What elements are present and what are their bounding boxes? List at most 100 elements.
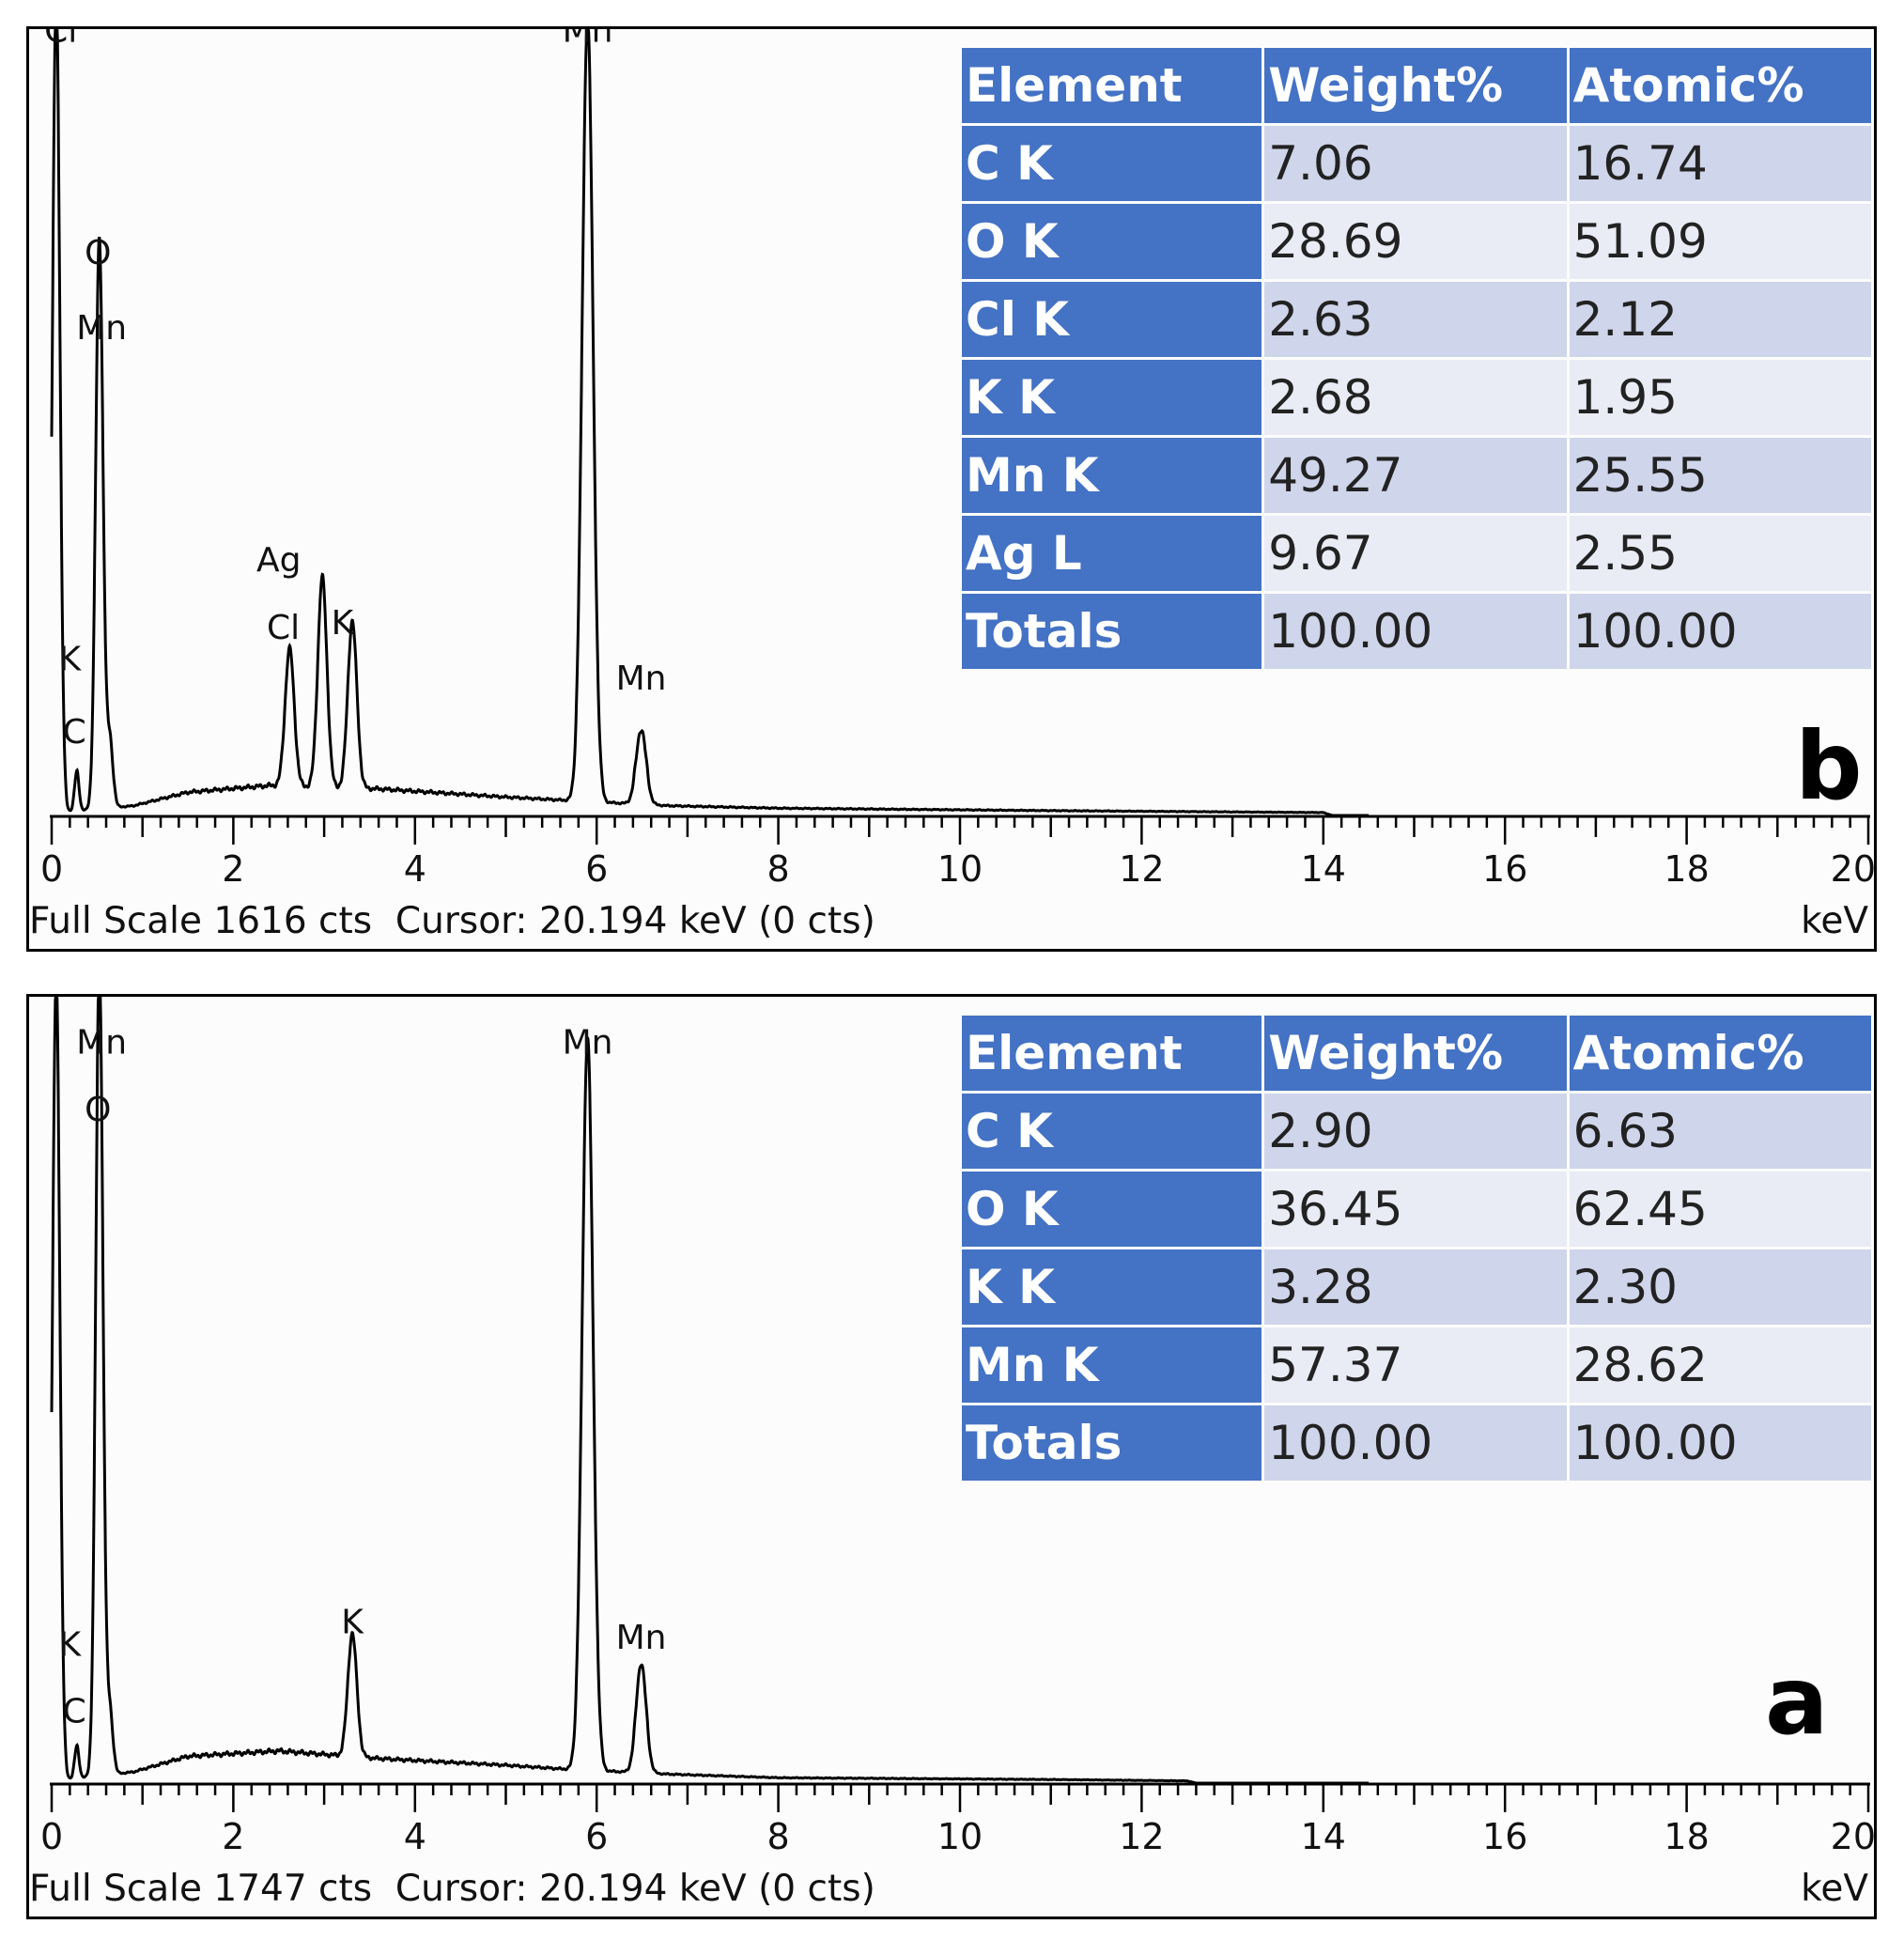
eds-spectrum-panel-a: 0 2 4 6 8 10 12 14 16 18 20 Mn O K C K Mn Mn Element Weig… bbox=[26, 994, 1877, 1919]
table-header-row: Element Weight% Atomic% bbox=[962, 1016, 1871, 1091]
x-tick-label: 0 bbox=[40, 848, 63, 890]
element-cell: C K bbox=[962, 1094, 1262, 1169]
table-row: Mn K 49.27 25.55 bbox=[962, 438, 1871, 513]
x-tick-label: 10 bbox=[937, 1816, 983, 1857]
table-row: Totals 100.00 100.00 bbox=[962, 594, 1871, 669]
atomic-percent-cell: 2.30 bbox=[1569, 1249, 1871, 1325]
element-cell: O K bbox=[962, 1172, 1262, 1247]
x-tick-label: 2 bbox=[222, 1816, 244, 1857]
element-cell: Mn K bbox=[962, 1327, 1262, 1403]
weight-percent-cell: 57.37 bbox=[1264, 1327, 1567, 1403]
atomic-percent-cell: 25.55 bbox=[1569, 438, 1871, 513]
x-tick-label: 18 bbox=[1664, 1816, 1709, 1857]
status-readout-a: Full Scale 1747 cts Cursor: 20.194 keV (… bbox=[29, 1866, 875, 1913]
x-tick-label: 14 bbox=[1301, 848, 1346, 890]
peak-label: C bbox=[63, 713, 86, 752]
table-row: Totals 100.00 100.00 bbox=[962, 1405, 1871, 1481]
table-row: O K 28.69 51.09 bbox=[962, 204, 1871, 279]
x-tick-label: 6 bbox=[585, 848, 608, 890]
table-row: C K 7.06 16.74 bbox=[962, 126, 1871, 201]
x-tick-label: 6 bbox=[585, 1816, 608, 1857]
column-header-element: Element bbox=[962, 48, 1262, 123]
weight-percent-cell: 2.68 bbox=[1264, 360, 1567, 435]
eds-spectrum-panel-b: 0 2 4 6 8 10 12 14 16 18 20 Cl O Mn K C Ag Cl K Mn Mn Elemen… bbox=[26, 26, 1877, 952]
composition-table-a: Element Weight% Atomic% C K 2.90 6.63 O K 36… bbox=[959, 1013, 1874, 1483]
atomic-percent-cell: 51.09 bbox=[1569, 204, 1871, 279]
x-tick-label: 4 bbox=[404, 848, 426, 890]
table-row: Cl K 2.63 2.12 bbox=[962, 282, 1871, 357]
peak-label: Cl bbox=[267, 609, 300, 647]
element-cell: Totals bbox=[962, 1405, 1262, 1481]
full-scale-readout: Full Scale 1616 cts bbox=[29, 900, 373, 942]
element-cell: Cl K bbox=[962, 282, 1262, 357]
x-tick-label: 2 bbox=[222, 848, 244, 890]
atomic-percent-cell: 2.55 bbox=[1569, 516, 1871, 591]
x-tick-label: 20 bbox=[1831, 1816, 1874, 1857]
x-tick-label: 16 bbox=[1482, 1816, 1527, 1857]
status-readout-b: Full Scale 1616 cts Cursor: 20.194 keV (… bbox=[29, 898, 875, 945]
element-cell: Ag L bbox=[962, 516, 1262, 591]
peak-label: Cl bbox=[44, 29, 77, 50]
element-cell: Mn K bbox=[962, 438, 1262, 513]
element-cell: K K bbox=[962, 360, 1262, 435]
full-scale-readout: Full Scale 1747 cts bbox=[29, 1868, 373, 1910]
atomic-percent-cell: 6.63 bbox=[1569, 1094, 1871, 1169]
table-row: C K 2.90 6.63 bbox=[962, 1094, 1871, 1169]
atomic-percent-cell: 16.74 bbox=[1569, 126, 1871, 201]
peak-label: Mn bbox=[616, 660, 667, 698]
peak-label: Mn bbox=[76, 1024, 127, 1063]
atomic-percent-cell: 1.95 bbox=[1569, 360, 1871, 435]
x-tick-label: 0 bbox=[40, 1816, 63, 1857]
x-tick-label: 8 bbox=[767, 848, 790, 890]
peak-label: Ag bbox=[256, 541, 301, 580]
weight-percent-cell: 100.00 bbox=[1264, 594, 1567, 669]
table-header-row: Element Weight% Atomic% bbox=[962, 48, 1871, 123]
atomic-percent-cell: 2.12 bbox=[1569, 282, 1871, 357]
weight-percent-cell: 9.67 bbox=[1264, 516, 1567, 591]
x-tick-label: 16 bbox=[1482, 848, 1527, 890]
x-tick-label: 20 bbox=[1831, 848, 1874, 890]
column-header-atomic: Atomic% bbox=[1569, 1016, 1871, 1091]
table-row: K K 2.68 1.95 bbox=[962, 360, 1871, 435]
column-header-weight: Weight% bbox=[1264, 48, 1567, 123]
peak-label: Mn bbox=[616, 1619, 667, 1657]
weight-percent-cell: 2.63 bbox=[1264, 282, 1567, 357]
x-axis-unit-label: keV bbox=[1801, 1868, 1868, 1910]
element-cell: Totals bbox=[962, 594, 1262, 669]
peak-label: Mn bbox=[76, 309, 127, 348]
peak-label: K bbox=[59, 1625, 83, 1664]
peak-label: C bbox=[63, 1693, 86, 1731]
x-tick-label: 8 bbox=[767, 1816, 790, 1857]
panel-label-b: b bbox=[1795, 711, 1863, 821]
x-tick-label: 12 bbox=[1119, 848, 1164, 890]
x-tick-label: 18 bbox=[1664, 848, 1709, 890]
x-axis-unit-label: keV bbox=[1801, 900, 1868, 942]
weight-percent-cell: 2.90 bbox=[1264, 1094, 1567, 1169]
peak-label: O bbox=[85, 1091, 111, 1129]
table-row: Mn K 57.37 28.62 bbox=[962, 1327, 1871, 1403]
cursor-readout: Cursor: 20.194 keV (0 cts) bbox=[395, 1868, 875, 1910]
table-row: Ag L 9.67 2.55 bbox=[962, 516, 1871, 591]
atomic-percent-cell: 62.45 bbox=[1569, 1172, 1871, 1247]
panel-label-a: a bbox=[1765, 1646, 1829, 1756]
x-tick-label: 12 bbox=[1119, 1816, 1164, 1857]
weight-percent-cell: 100.00 bbox=[1264, 1405, 1567, 1481]
x-tick-label: 14 bbox=[1301, 1816, 1346, 1857]
x-tick-label: 10 bbox=[937, 848, 983, 890]
element-cell: O K bbox=[962, 204, 1262, 279]
spectrum-trace bbox=[50, 29, 1370, 817]
column-header-weight: Weight% bbox=[1264, 1016, 1567, 1091]
weight-percent-cell: 28.69 bbox=[1264, 204, 1567, 279]
weight-percent-cell: 49.27 bbox=[1264, 438, 1567, 513]
peak-label: Mn bbox=[563, 1024, 613, 1063]
element-cell: K K bbox=[962, 1249, 1262, 1325]
atomic-percent-cell: 28.62 bbox=[1569, 1327, 1871, 1403]
peak-label: Mn bbox=[563, 29, 613, 50]
weight-percent-cell: 7.06 bbox=[1264, 126, 1567, 201]
atomic-percent-cell: 100.00 bbox=[1569, 594, 1871, 669]
weight-percent-cell: 3.28 bbox=[1264, 1249, 1567, 1325]
column-header-atomic: Atomic% bbox=[1569, 48, 1871, 123]
peak-label: K bbox=[341, 1603, 364, 1641]
peak-label: K bbox=[332, 604, 355, 643]
